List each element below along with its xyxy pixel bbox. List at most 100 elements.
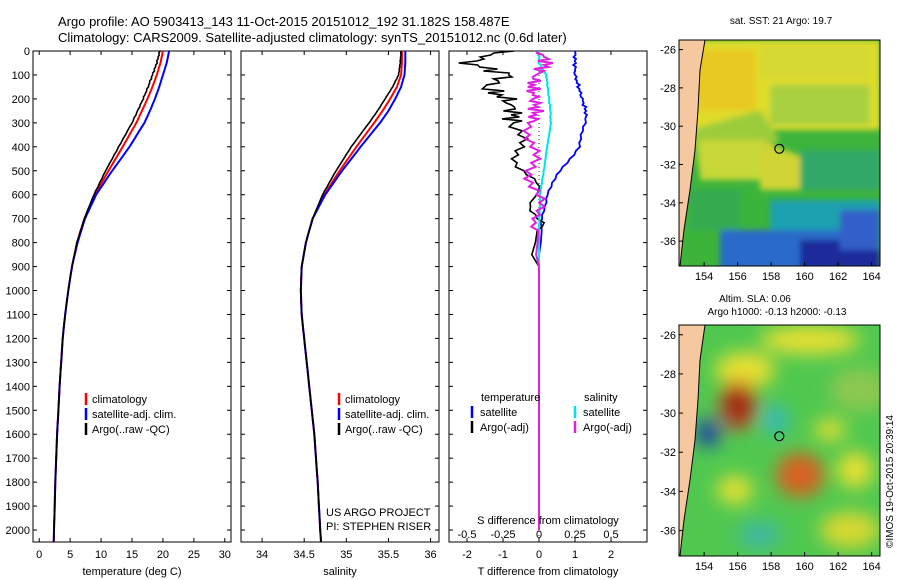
pi-annotation: PI: STEPHEN RISER bbox=[326, 521, 431, 533]
map-x-tick-label: 154 bbox=[695, 271, 713, 283]
y-tick-label: 1800 bbox=[6, 477, 30, 489]
x-tick-label: 35 bbox=[340, 549, 352, 561]
figure-title-line2: Climatology: CARS2009. Satellite-adjuste… bbox=[58, 30, 567, 45]
legend-climatology: climatology bbox=[92, 394, 148, 406]
legend-s-argo: Argo(-adj) bbox=[583, 422, 632, 434]
x-tick-label: 0 bbox=[36, 549, 42, 561]
y-tick-label: 400 bbox=[12, 142, 30, 154]
salinity-depth-ticks bbox=[241, 50, 439, 531]
x-tick-label: 0 bbox=[536, 549, 542, 561]
top-x-tick-label: -0.5 bbox=[458, 529, 477, 541]
series-line-s-argo-adj- bbox=[521, 51, 554, 530]
y-tick-label: 1700 bbox=[6, 453, 30, 465]
y-tick-label: 1500 bbox=[6, 405, 30, 417]
salinity-series bbox=[299, 51, 407, 542]
map-x-tick-label: 158 bbox=[762, 561, 780, 573]
salinity-x-axis: 34 34.5 35 35.5 36 bbox=[256, 51, 437, 561]
y-tick-label: 300 bbox=[12, 118, 30, 130]
legend-s-satellite: satellite bbox=[583, 407, 620, 419]
legend-argo: Argo(..raw -QC) bbox=[345, 424, 423, 436]
y-tick-label: 200 bbox=[12, 94, 30, 106]
y-tick-label: 1300 bbox=[6, 357, 30, 369]
x-tick-label: 1 bbox=[572, 549, 578, 561]
map-x-tick-label: 160 bbox=[795, 561, 813, 573]
map-y-tick-label: -32 bbox=[660, 447, 676, 459]
sla-map-frame bbox=[678, 324, 881, 557]
legend-temperature-title: temperature bbox=[481, 392, 540, 404]
y-tick-label: 900 bbox=[12, 262, 30, 274]
map-x-tick-label: 156 bbox=[728, 561, 746, 573]
x-tick-label: 2 bbox=[608, 549, 614, 561]
temperature-x-label: temperature (deg C) bbox=[82, 566, 181, 578]
x-tick-label: 30 bbox=[219, 549, 231, 561]
temperature-legend: climatology satellite-adj. clim. Argo(..… bbox=[84, 393, 176, 436]
legend-satellite: satellite-adj. clim. bbox=[92, 409, 176, 421]
salinity-panel: 34 34.5 35 35.5 36 salinity climatology sate… bbox=[240, 50, 440, 578]
x-tick-label: -2 bbox=[462, 549, 472, 561]
y-tick-label: 1600 bbox=[6, 429, 30, 441]
y-tick-label: 1200 bbox=[6, 333, 30, 345]
salinity-legend: climatology satellite-adj. clim. Argo(..… bbox=[337, 393, 429, 436]
x-tick-label: 10 bbox=[95, 549, 107, 561]
x-tick-label: 35.5 bbox=[378, 549, 399, 561]
map-y-tick-label: -30 bbox=[660, 121, 676, 133]
difference-series bbox=[458, 51, 589, 542]
sla-map-title-line1: Altim. SLA: 0.06 bbox=[719, 294, 791, 305]
map-x-tick-label: 164 bbox=[862, 561, 880, 573]
map-y-tick-label: -32 bbox=[660, 159, 676, 171]
map-y-tick-label: -34 bbox=[660, 486, 676, 498]
map-y-tick-label: -36 bbox=[660, 236, 676, 248]
difference-plot-frame bbox=[448, 50, 648, 543]
temperature-panel: 0100200300400500600700800900100011001200… bbox=[6, 46, 232, 578]
y-tick-label: 500 bbox=[12, 166, 30, 178]
difference-legend-salinity: salinity satellite Argo(-adj) bbox=[573, 392, 632, 434]
map-y-tick-label: -26 bbox=[660, 330, 676, 342]
y-tick-label: 2000 bbox=[6, 525, 30, 537]
map-y-tick-label: -30 bbox=[660, 408, 676, 420]
y-tick-label: 1100 bbox=[6, 309, 30, 321]
map-y-tick-label: -34 bbox=[660, 198, 676, 210]
top-x-tick-label: -0.25 bbox=[490, 529, 515, 541]
legend-climatology: climatology bbox=[345, 394, 401, 406]
sla-map-title-line2: Argo h1000: -0.13 h2000: -0.13 bbox=[708, 307, 847, 318]
legend-argo: Argo(..raw -QC) bbox=[92, 424, 170, 436]
sla-map-argo-marker bbox=[774, 431, 785, 442]
salinity-plot-frame bbox=[240, 50, 440, 543]
y-tick-label: 100 bbox=[12, 70, 30, 82]
s-difference-x-label: S difference from climatology bbox=[477, 515, 619, 527]
sla-map: Altim. SLA: 0.06 Argo h1000: -0.13 h2000… bbox=[660, 294, 881, 573]
y-tick-label: 1000 bbox=[6, 286, 30, 298]
map-x-tick-label: 162 bbox=[829, 561, 847, 573]
temperature-plot-frame bbox=[32, 50, 232, 543]
sst-map-argo-marker bbox=[774, 143, 785, 154]
y-tick-label: 1400 bbox=[6, 381, 30, 393]
x-tick-label: 36 bbox=[424, 549, 436, 561]
t-difference-x-axis: -2 -1 0 1 2 bbox=[462, 51, 614, 561]
map-y-tick-label: -36 bbox=[660, 526, 676, 538]
difference-depth-ticks bbox=[449, 50, 647, 531]
x-tick-label: 34.5 bbox=[293, 549, 314, 561]
legend-satellite: satellite-adj. clim. bbox=[345, 409, 429, 421]
legend-salinity-title: salinity bbox=[584, 392, 618, 404]
map-x-tick-label: 162 bbox=[829, 271, 847, 283]
x-tick-label: 34 bbox=[256, 549, 268, 561]
depth-axis: 0 100 200 300 400 500 600 700 800 900 1000 1100 1200… bbox=[6, 46, 231, 537]
temperature-x-axis: 0 5 10 15 20 25 30 bbox=[36, 51, 231, 561]
sst-map-title: sat. SST: 21 Argo: 19.7 bbox=[730, 16, 833, 27]
sla-map-axes: 154 156 158 160 162 164 -26 -28 -30 -32 -34 -36 bbox=[660, 330, 881, 573]
sst-map-frame bbox=[678, 39, 881, 267]
difference-panel: -2 -1 0 1 2 -0.5 -0.25 0 0.25 0.5 T difference f… bbox=[448, 50, 648, 578]
x-tick-label: -1 bbox=[498, 549, 508, 561]
imos-credit: ©IMOS 19-Oct-2015 20:39:14 bbox=[885, 415, 896, 548]
map-x-tick-label: 160 bbox=[795, 271, 813, 283]
map-y-tick-label: -28 bbox=[660, 83, 676, 95]
series-line-argo-raw-qc- bbox=[52, 51, 161, 542]
t-difference-x-label: T difference from climatology bbox=[478, 566, 619, 578]
top-x-tick-label: 0.25 bbox=[564, 529, 585, 541]
temperature-series bbox=[52, 51, 171, 542]
y-tick-label: 700 bbox=[12, 214, 30, 226]
map-x-tick-label: 164 bbox=[862, 271, 880, 283]
sst-map-axes: 154 156 158 160 162 164 -26 -28 -30 -32 -34 -36 bbox=[660, 45, 881, 283]
y-tick-label: 800 bbox=[12, 238, 30, 250]
